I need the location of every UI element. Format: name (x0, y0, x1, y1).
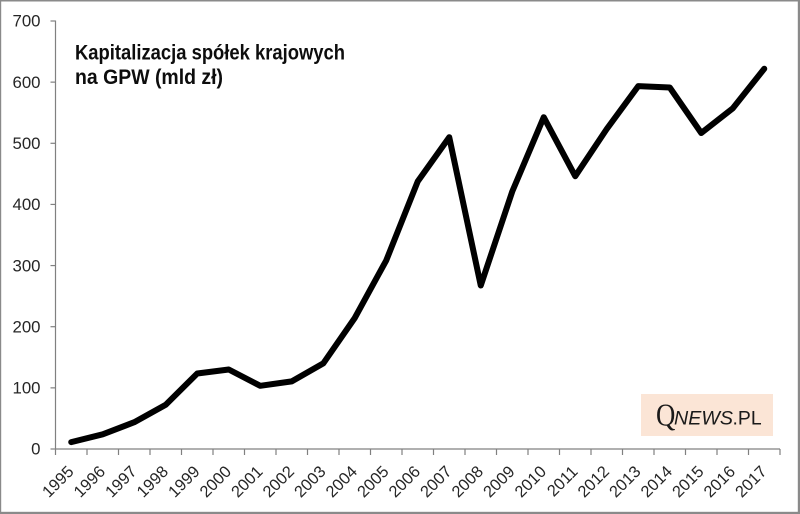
svg-text:300: 300 (13, 256, 41, 275)
svg-text:500: 500 (13, 134, 41, 153)
svg-text:.PL: .PL (733, 408, 762, 430)
svg-text:0: 0 (31, 440, 40, 459)
svg-text:NEWS: NEWS (674, 408, 733, 430)
svg-text:200: 200 (13, 317, 41, 336)
svg-text:400: 400 (13, 195, 41, 214)
svg-text:600: 600 (13, 73, 41, 92)
svg-text:700: 700 (13, 12, 41, 31)
svg-text:na GPW (mld zł): na GPW (mld zł) (75, 65, 223, 89)
svg-text:Kapitalizacja spółek krajowych: Kapitalizacja spółek krajowych (75, 41, 345, 65)
svg-text:Q: Q (656, 399, 675, 433)
svg-text:100: 100 (13, 379, 41, 398)
